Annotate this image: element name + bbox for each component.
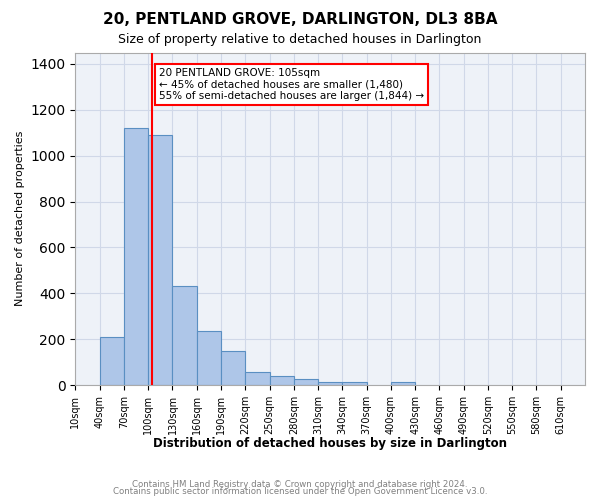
- Text: Size of property relative to detached houses in Darlington: Size of property relative to detached ho…: [118, 32, 482, 46]
- Bar: [148, 135, 172, 385]
- Bar: [343, 382, 367, 385]
- Bar: [269, 376, 294, 385]
- X-axis label: Distribution of detached houses by size in Darlington: Distribution of detached houses by size …: [153, 437, 507, 450]
- Bar: [172, 286, 197, 385]
- Text: 20, PENTLAND GROVE, DARLINGTON, DL3 8BA: 20, PENTLAND GROVE, DARLINGTON, DL3 8BA: [103, 12, 497, 28]
- Bar: [124, 128, 148, 385]
- Bar: [100, 337, 124, 385]
- Bar: [318, 382, 343, 385]
- Text: Contains HM Land Registry data © Crown copyright and database right 2024.: Contains HM Land Registry data © Crown c…: [132, 480, 468, 489]
- Bar: [221, 350, 245, 385]
- Y-axis label: Number of detached properties: Number of detached properties: [15, 131, 25, 306]
- Bar: [197, 331, 221, 385]
- Bar: [294, 380, 318, 385]
- Text: 20 PENTLAND GROVE: 105sqm
← 45% of detached houses are smaller (1,480)
55% of se: 20 PENTLAND GROVE: 105sqm ← 45% of detac…: [159, 68, 424, 101]
- Bar: [245, 372, 269, 385]
- Text: Contains public sector information licensed under the Open Government Licence v3: Contains public sector information licen…: [113, 487, 487, 496]
- Bar: [391, 382, 415, 385]
